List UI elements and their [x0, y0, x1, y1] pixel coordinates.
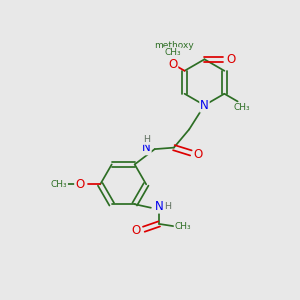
Text: O: O [226, 53, 235, 66]
Text: O: O [75, 178, 84, 191]
Text: methoxy: methoxy [154, 41, 194, 50]
Text: O: O [131, 224, 140, 237]
Text: N: N [155, 200, 164, 213]
Text: CH₃: CH₃ [51, 180, 67, 189]
Text: CH₃: CH₃ [234, 103, 250, 112]
Text: N: N [200, 99, 209, 112]
Text: N: N [142, 141, 151, 154]
Text: O: O [168, 58, 178, 70]
Text: O: O [194, 148, 203, 161]
Text: H: H [143, 135, 150, 144]
Text: CH₃: CH₃ [164, 48, 181, 57]
Text: CH₃: CH₃ [174, 222, 191, 231]
Text: H: H [164, 202, 171, 211]
